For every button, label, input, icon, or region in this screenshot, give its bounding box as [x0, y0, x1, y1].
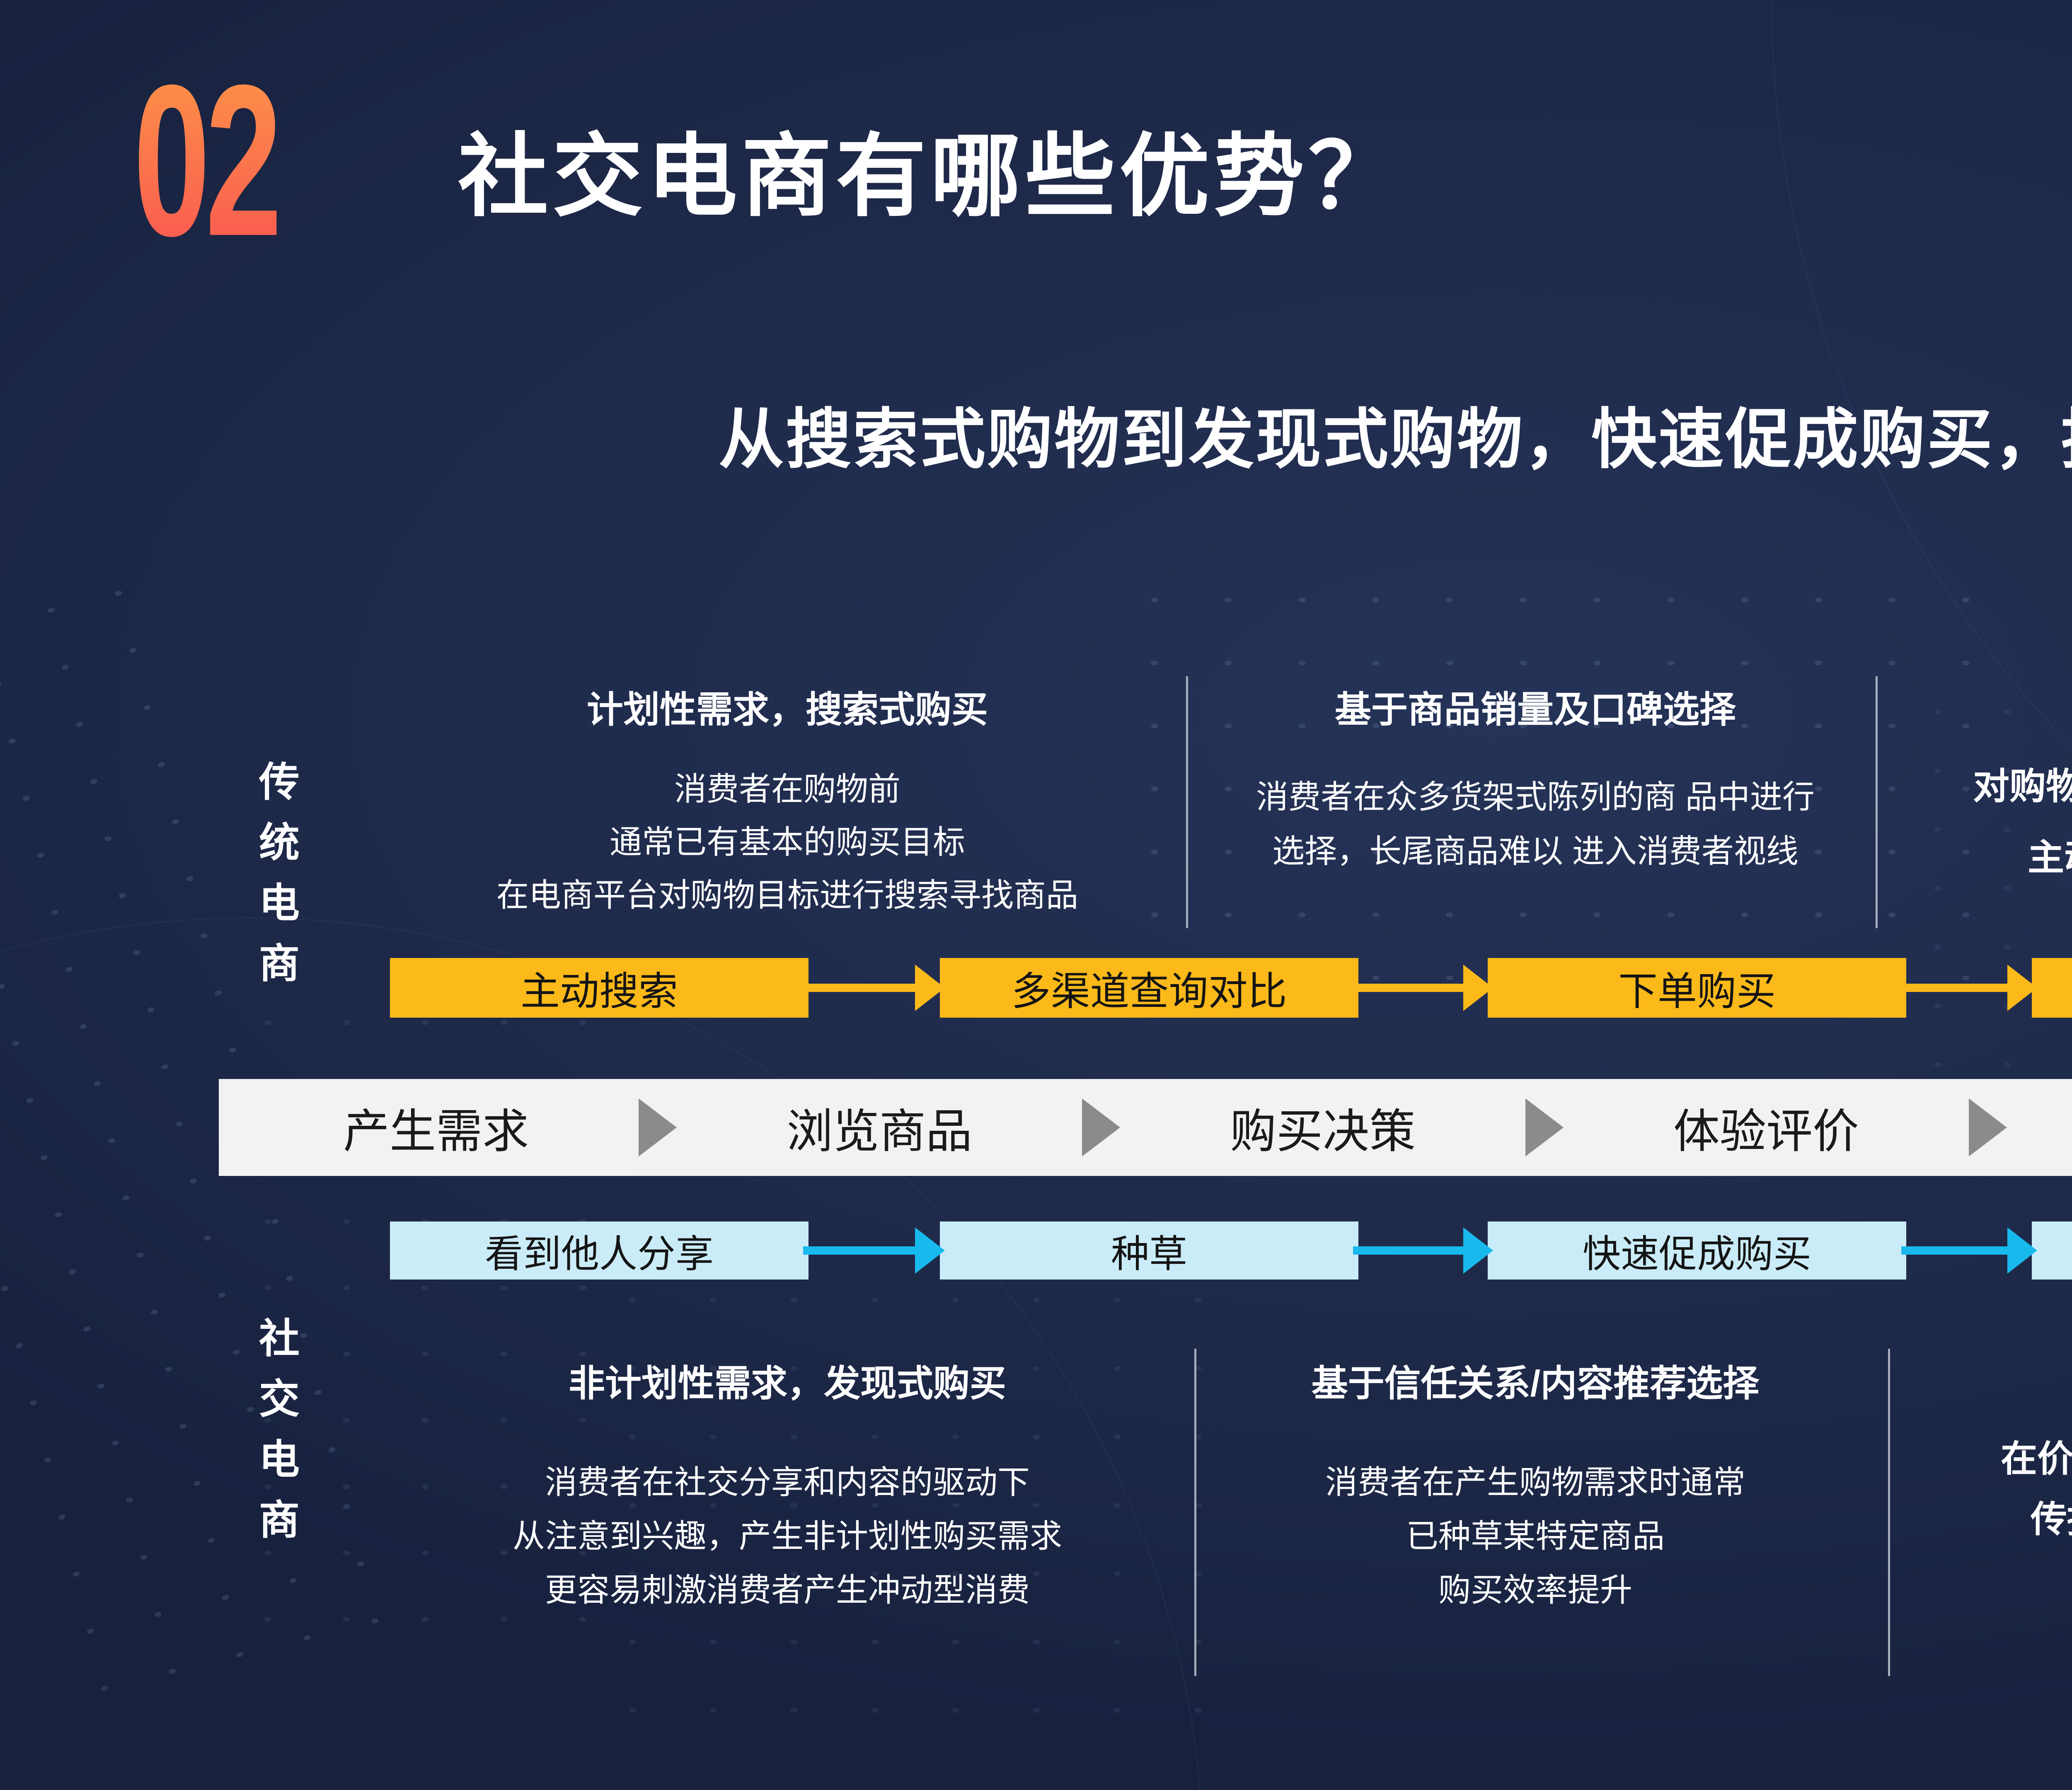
- arrow-right-icon: [803, 965, 945, 1011]
- arrow-right-icon: [803, 1227, 945, 1274]
- background-circle-decoration: [1771, 0, 2072, 1080]
- traditional-col3-statement: 对购物的分享以评价为主 主动传播意愿不强: [1890, 751, 2072, 893]
- social-col2-line: 消费者在产生购物需求时通常: [1325, 1464, 1745, 1500]
- divider-top-col2-col3: [1876, 676, 1878, 928]
- social-col2-body: 消费者在产生购物需求时通常 已种草某特定商品 购买效率提升: [1202, 1455, 1869, 1617]
- traditional-col3-line: 主动传播意愿不强: [2027, 837, 2072, 878]
- traditional-col2-body: 消费者在众多货架式陈列的商 品中进行 选择，长尾商品难以 进入消费者视线: [1202, 770, 1869, 878]
- flow-box-active-search: 主动搜索: [390, 958, 808, 1018]
- arrow-right-icon: [1901, 1227, 2037, 1274]
- flow-box-multichannel-compare: 多渠道查询对比: [940, 958, 1358, 1018]
- social-col1-line: 从注意到兴趣，产生非计划性购买需求: [512, 1518, 1062, 1554]
- side-label-traditional-ecommerce: 传统电商: [253, 760, 299, 1002]
- triangle-right-icon: [639, 1098, 677, 1156]
- journey-step: 产生需求: [343, 1105, 529, 1157]
- social-col1-heading: 非计划性需求，发现式购买: [568, 1363, 1006, 1404]
- traditional-col2-line: 选择，长尾商品难以 进入消费者视线: [1272, 833, 1798, 869]
- traditional-col1-body: 消费者在购物前 通常已有基本的购买目标 在电商平台对购物目标进行搜索寻找商品: [394, 762, 1181, 922]
- traditional-col1-line: 通常已有基本的购买目标: [609, 824, 965, 860]
- traditional-col1-line: 消费者在购物前: [674, 771, 900, 807]
- traditional-col1-line: 在电商平台对购物目标进行搜索寻找商品: [496, 877, 1078, 913]
- arrow-right-icon: [1901, 965, 2037, 1011]
- flow-box-community-spread: 社群内传播: [2032, 1222, 2072, 1280]
- flow-box-see-others-share: 看到他人分享: [390, 1222, 808, 1280]
- side-label-social-ecommerce: 社交电商: [253, 1317, 299, 1559]
- journey-step: 购买决策: [1230, 1105, 1416, 1157]
- social-col3-line: 传播意愿高: [2031, 1499, 2072, 1540]
- triangle-right-icon: [1969, 1098, 2007, 1156]
- journey-step: 浏览商品: [787, 1105, 972, 1157]
- social-col2-line: 购买效率提升: [1438, 1572, 1632, 1608]
- social-col3-line: 在价格/佣金驱动下 主动: [2001, 1438, 2072, 1479]
- flow-box-seeding: 种草: [940, 1222, 1358, 1280]
- social-col1-line: 更容易刺激消费者产生冲动型消费: [545, 1572, 1030, 1608]
- triangle-right-icon: [1525, 1098, 1564, 1156]
- social-col2-line: 已种草某特定商品: [1406, 1518, 1665, 1554]
- flow-box-review: 评价: [2032, 958, 2072, 1018]
- social-col2-heading: 基于信任关系/内容推荐选择: [1311, 1363, 1760, 1404]
- section-number: 02: [133, 40, 282, 281]
- social-col3-statement: 在价格/佣金驱动下 主动 传播意愿高: [2001, 1429, 2072, 1550]
- divider-bottom-col2-col3: [1888, 1349, 1890, 1676]
- traditional-col2-heading: 基于商品销量及口碑选择: [1334, 689, 1736, 730]
- social-col1-body: 消费者在社交分享和内容的驱动下 从注意到兴趣，产生非计划性购买需求 更容易刺激消…: [394, 1455, 1181, 1617]
- traditional-col2-line: 消费者在众多货架式陈列的商 品中进行: [1256, 779, 1815, 815]
- social-col1-line: 消费者在社交分享和内容的驱动下: [545, 1464, 1030, 1500]
- flow-box-quick-purchase: 快速促成购买: [1488, 1222, 1906, 1280]
- divider-top-col1-col2: [1186, 676, 1188, 928]
- traditional-col1-heading: 计划性需求，搜索式购买: [586, 689, 988, 730]
- arrow-right-icon: [1353, 1227, 1493, 1274]
- arrow-right-icon: [1353, 965, 1493, 1011]
- triangle-right-icon: [1082, 1098, 1120, 1156]
- divider-bottom-col1-col2: [1194, 1349, 1196, 1676]
- journey-bar: 产生需求 浏览商品 购买决策 体验评价 分享和复购: [219, 1079, 2072, 1176]
- page-title: 社交电商有哪些优势？: [458, 128, 1403, 227]
- flow-box-place-order: 下单购买: [1488, 958, 1906, 1018]
- journey-step: 体验评价: [1673, 1105, 1859, 1157]
- background-circle-decoration: [0, 917, 1204, 1790]
- traditional-col3-line: 对购物的分享以评价为主: [1973, 766, 2072, 807]
- subtitle: 从搜索式购物到发现式购物，快速促成购买，提升转化效率: [719, 403, 2072, 476]
